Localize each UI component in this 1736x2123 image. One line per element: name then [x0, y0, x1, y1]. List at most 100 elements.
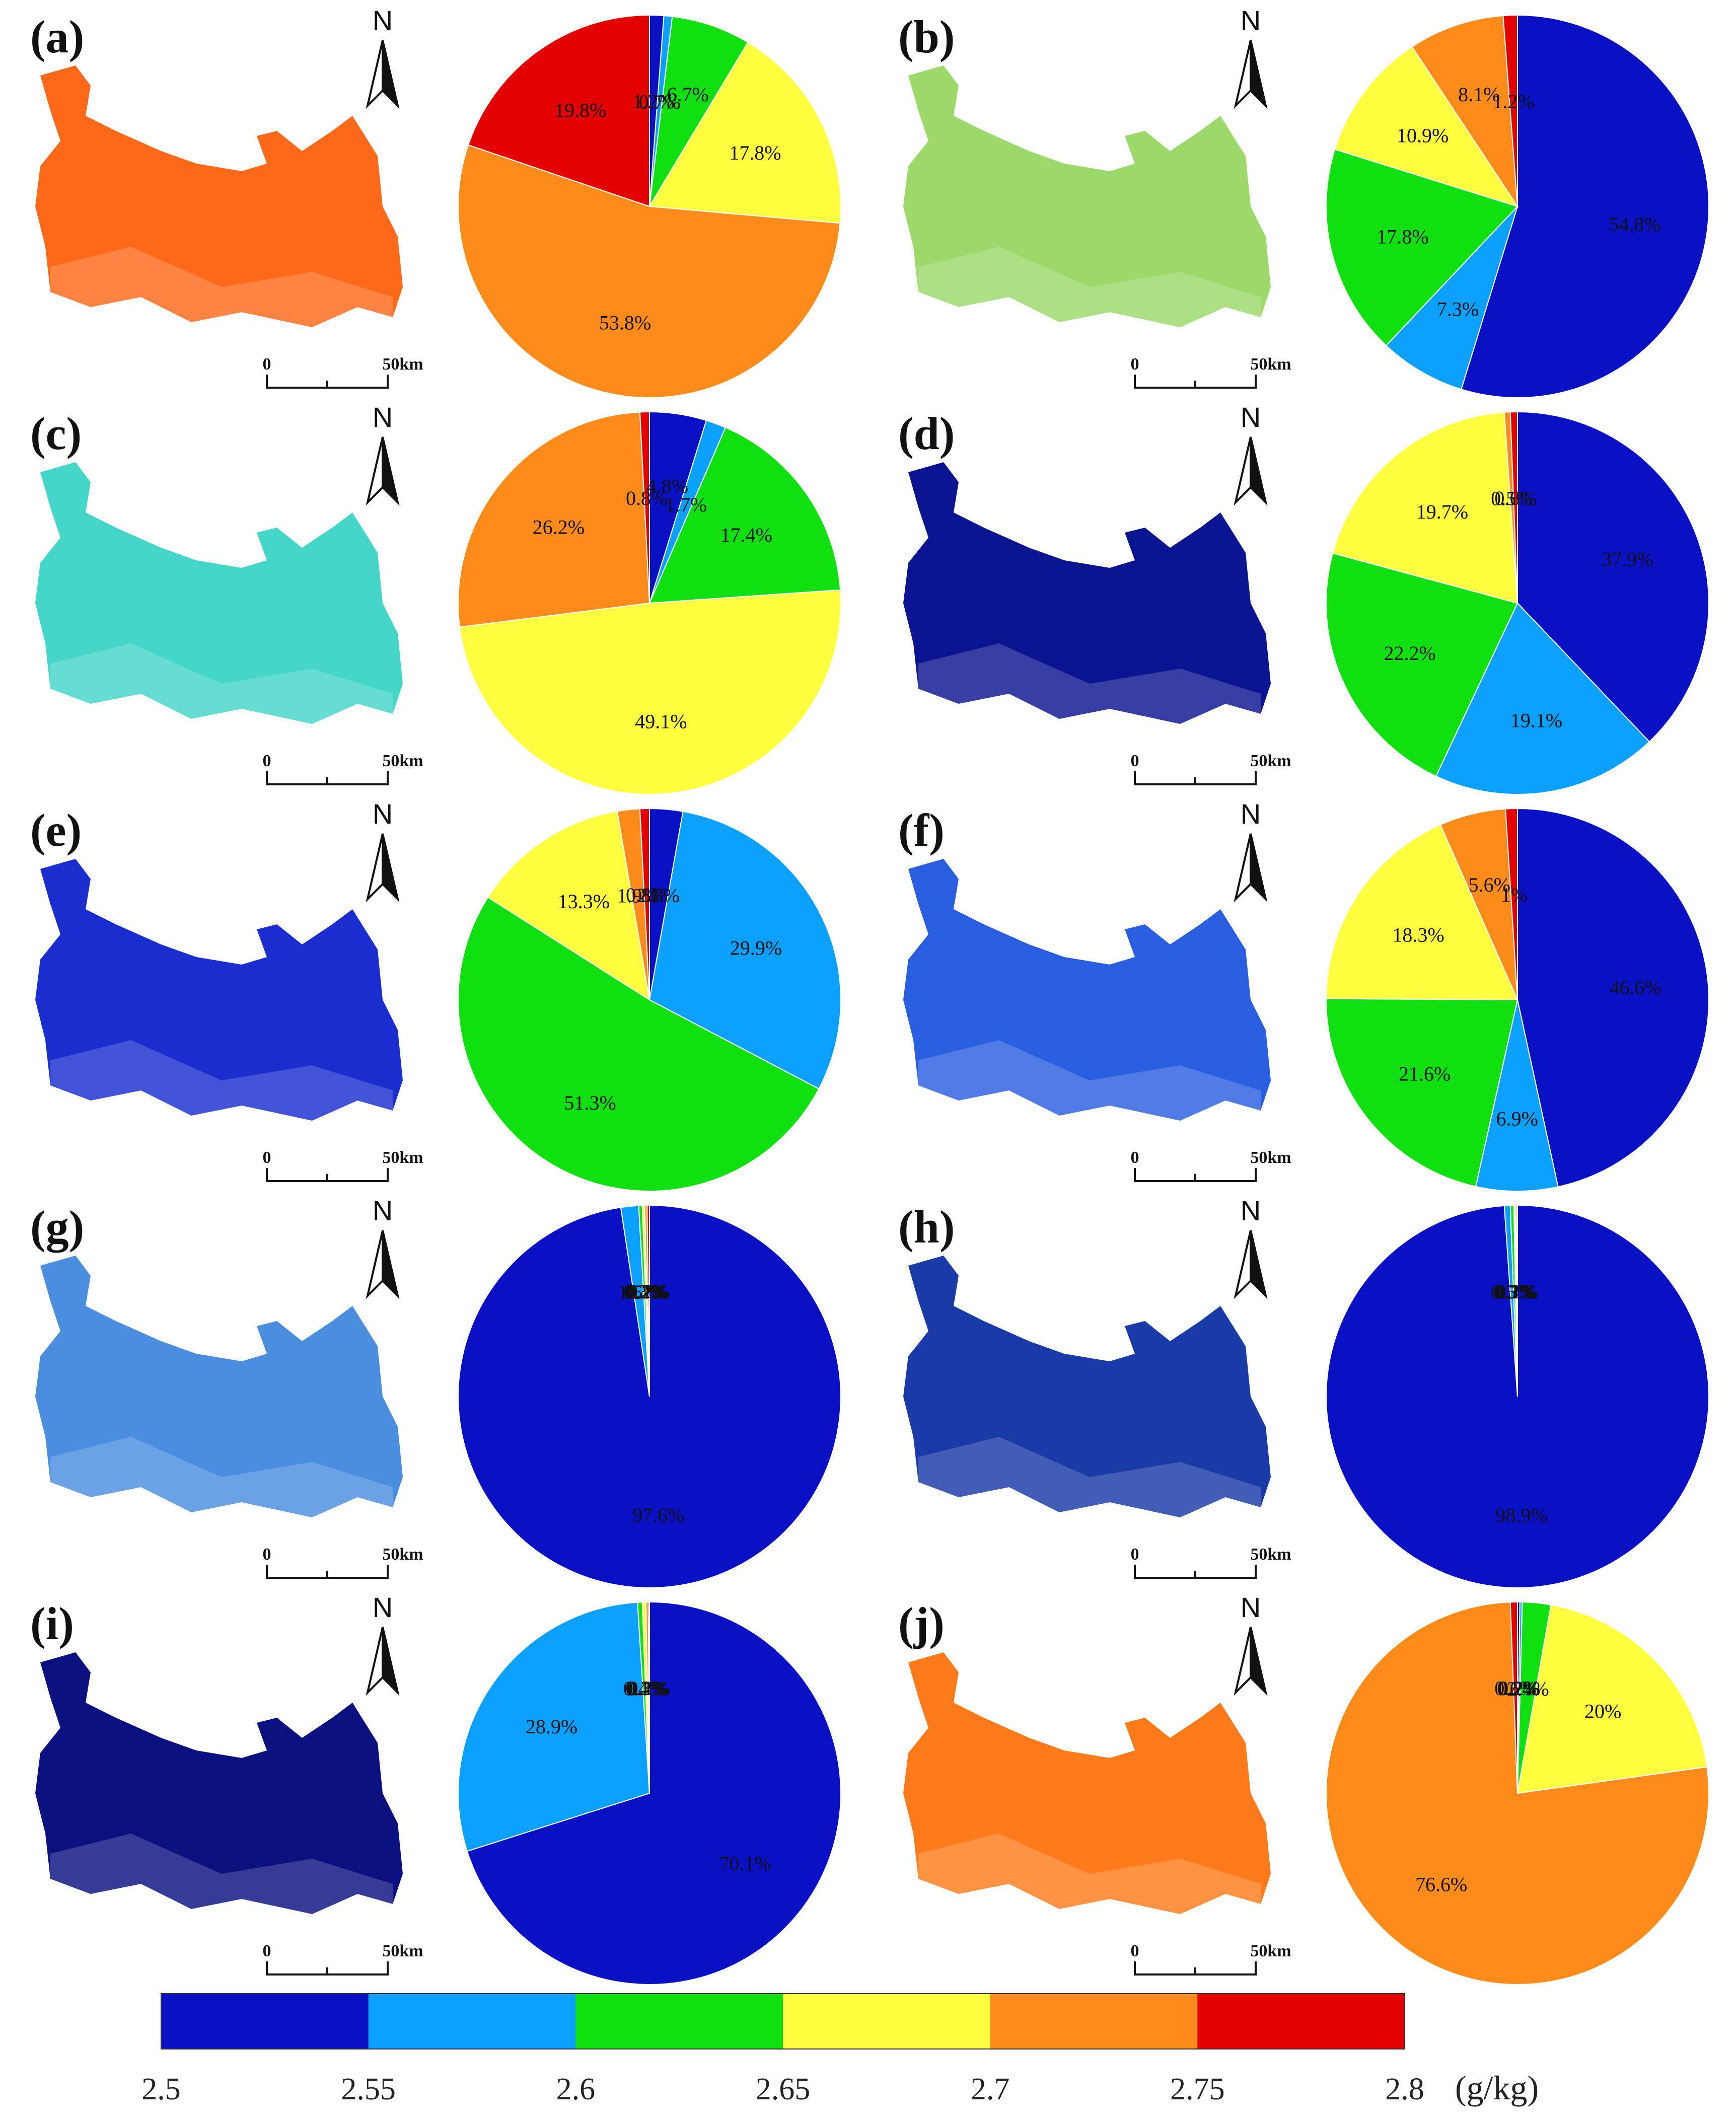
pie-data-label: 0.5%: [1491, 487, 1533, 509]
pie-data-label: 1.7%: [665, 493, 707, 516]
north-arrow-left: [1234, 833, 1252, 903]
pie-slice: [646, 1204, 650, 1397]
north-arrow-icon: N: [366, 402, 400, 506]
scale-zero-label: 0: [1131, 1942, 1139, 1960]
pie-slice: [1326, 552, 1518, 777]
pie-slice: [458, 411, 650, 628]
scale-zero-label: 0: [1131, 1148, 1139, 1167]
panel-label: (d): [898, 408, 955, 459]
region-map: [903, 859, 1271, 1121]
scale-distance-label: 50km: [1250, 1545, 1291, 1564]
pie-data-label: 2.8%: [638, 884, 680, 907]
pie-slice: [1435, 602, 1650, 795]
pie-data-label: 76.6%: [1415, 1873, 1467, 1896]
region-map: [35, 1652, 403, 1914]
pie-data-label: 0.5%: [1491, 1280, 1533, 1303]
north-arrow-right: [382, 40, 400, 109]
pie-data-label: 0.8%: [626, 487, 668, 509]
north-arrow-left: [1234, 1627, 1252, 1696]
pie-slice: [1411, 15, 1518, 208]
pie-slice: [648, 811, 841, 1090]
scale-bar: 0 50km: [263, 1942, 423, 1975]
scale-bar: 0 50km: [263, 355, 423, 389]
north-arrow-right: [382, 833, 400, 903]
pie-data-label: 0.3%: [625, 1677, 667, 1700]
region-map: [35, 859, 403, 1121]
pie-slice: [1332, 411, 1518, 604]
north-arrow-icon: N: [366, 1195, 400, 1299]
scale-zero-label: 0: [1131, 752, 1139, 770]
legend-tick-label: 2.6: [556, 2072, 596, 2106]
panel-label: (a): [30, 11, 85, 62]
pie-data-label: 1.2%: [1492, 90, 1534, 113]
scale-bar: 0 50km: [263, 752, 423, 785]
panel-b: (b) N 0 50km 54.8% 7.3% 17.8% 10.9% 8.1% 1.2%: [868, 0, 1736, 398]
panel-label: (i): [30, 1598, 74, 1649]
pie-data-label: 13.3%: [558, 890, 610, 913]
pie-slice: [487, 811, 650, 1001]
pie-slice: [649, 16, 749, 207]
pie-slice: [459, 589, 841, 795]
pie-slice: [467, 14, 650, 207]
legend-tick-label: 2.8: [1385, 2072, 1424, 2106]
pie-data-label: 98.9%: [1495, 1504, 1547, 1527]
pie-slice: [1334, 46, 1519, 207]
pie-data-label: 1.5%: [618, 1281, 660, 1303]
panel-h: (h) N 0 50km 98.9% 0.5% 0.3% 0.1% 0.1% 0.1%: [868, 1190, 1736, 1588]
region-texture: [918, 1834, 1261, 1914]
pie-data-label: 1%: [1501, 884, 1528, 906]
pie-slice: [1385, 206, 1518, 390]
region-texture: [50, 247, 393, 327]
pie-slice: [1509, 411, 1518, 604]
north-arrow-right: [382, 1627, 400, 1696]
scale-bar: 0 50km: [263, 1545, 423, 1579]
region-texture: [50, 643, 393, 724]
region-texture: [50, 1437, 393, 1517]
legend-tick-label: 2.55: [341, 2072, 396, 2106]
pie-data-label: 6.7%: [667, 83, 709, 106]
pie-data-label: 17.8%: [729, 141, 781, 164]
pie-chart: 0.2%0.2%2.4%20%76.6%0.6%: [1326, 1601, 1709, 1985]
region-shape: [35, 65, 403, 327]
legend-tick-label: 2.75: [1170, 2072, 1225, 2106]
pie-data-label: 0.4%: [623, 1677, 665, 1700]
pie-data-label: 0.1%: [1496, 1280, 1538, 1303]
pie-slice: [648, 41, 841, 224]
legend-tick-label: 2.5: [141, 2072, 181, 2106]
pie-data-label: 0.2%: [1498, 1677, 1540, 1700]
scale-distance-label: 50km: [382, 752, 423, 770]
pie-data-label: 0.3%: [624, 1280, 666, 1303]
region-shape: [903, 1652, 1271, 1914]
scale-line: [266, 1961, 389, 1975]
pie-data-label: 17.8%: [1377, 226, 1428, 248]
north-arrow-icon: N: [1234, 798, 1268, 903]
pie-chart: 54.8% 7.3% 17.8% 10.9% 8.1%1.2%: [1326, 14, 1710, 398]
region-map: [903, 1256, 1271, 1517]
legend-swatch: [783, 1994, 991, 2049]
pie-data-label: 1.9%: [617, 884, 659, 907]
pie-data-label: 1.2%: [632, 90, 674, 113]
pie-slice: [1475, 999, 1559, 1192]
pie-data-label: 49.1%: [635, 710, 687, 733]
scale-zero-label: 0: [263, 752, 271, 770]
scale-bar: 0 50km: [1131, 1148, 1291, 1182]
legend-swatch: [990, 1994, 1198, 2049]
north-arrow-left: [366, 833, 384, 903]
north-label: N: [373, 798, 393, 830]
scale-zero-label: 0: [1131, 1545, 1139, 1564]
pie-data-label: 19.8%: [554, 99, 606, 122]
legend-swatch: [161, 1994, 369, 2049]
region-map: [35, 462, 403, 724]
scale-bar: 0 50km: [1131, 1545, 1291, 1579]
north-arrow-icon: N: [366, 1592, 400, 1696]
scale-line: [266, 375, 389, 389]
pie-slice: [458, 897, 820, 1192]
north-label: N: [373, 1592, 393, 1623]
region-map: [35, 1256, 403, 1517]
pie-data-label: 6.9%: [1496, 1108, 1538, 1130]
region-shape: [903, 65, 1271, 327]
region-shape: [903, 1256, 1271, 1517]
region-texture: [50, 1040, 393, 1121]
north-arrow-icon: N: [1234, 5, 1268, 109]
pie-slice: [647, 1601, 650, 1794]
